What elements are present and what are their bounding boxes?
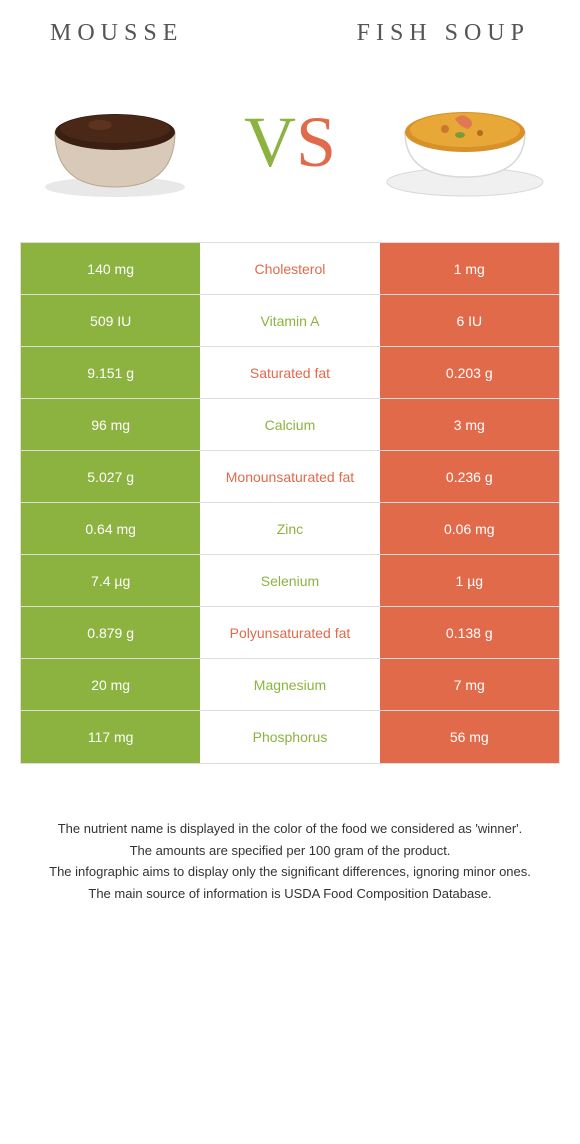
nutrient-name-cell: Zinc [200, 503, 379, 554]
right-value-cell: 0.06 mg [380, 503, 559, 554]
infographic-container: Mousse Fish soup VS [0, 0, 580, 925]
right-value-cell: 6 IU [380, 295, 559, 346]
nutrient-name-cell: Saturated fat [200, 347, 379, 398]
nutrient-name-cell: Vitamin A [200, 295, 379, 346]
table-row: 9.151 gSaturated fat0.203 g [21, 347, 559, 399]
footer-line: The infographic aims to display only the… [38, 862, 542, 882]
nutrient-name-cell: Magnesium [200, 659, 379, 710]
right-value-cell: 3 mg [380, 399, 559, 450]
nutrient-name-cell: Selenium [200, 555, 379, 606]
right-value-cell: 0.236 g [380, 451, 559, 502]
nutrient-name-cell: Monounsaturated fat [200, 451, 379, 502]
vs-s-letter: S [296, 101, 336, 184]
table-row: 509 IUVitamin A6 IU [21, 295, 559, 347]
left-value-cell: 5.027 g [21, 451, 200, 502]
mousse-image [30, 77, 200, 207]
table-row: 20 mgMagnesium7 mg [21, 659, 559, 711]
left-value-cell: 9.151 g [21, 347, 200, 398]
right-food-title: Fish soup [357, 20, 530, 47]
left-value-cell: 20 mg [21, 659, 200, 710]
table-row: 117 mgPhosphorus56 mg [21, 711, 559, 763]
footer-line: The nutrient name is displayed in the co… [38, 819, 542, 839]
nutrient-name-cell: Phosphorus [200, 711, 379, 763]
footer-line: The main source of information is USDA F… [38, 884, 542, 904]
vs-v-letter: V [244, 101, 296, 184]
table-row: 0.64 mgZinc0.06 mg [21, 503, 559, 555]
left-food-title: Mousse [50, 20, 183, 47]
right-value-cell: 1 mg [380, 243, 559, 294]
footer-line: The amounts are specified per 100 gram o… [38, 841, 542, 861]
footer-notes: The nutrient name is displayed in the co… [20, 819, 560, 903]
left-value-cell: 0.879 g [21, 607, 200, 658]
nutrient-name-cell: Calcium [200, 399, 379, 450]
right-value-cell: 0.203 g [380, 347, 559, 398]
table-row: 96 mgCalcium3 mg [21, 399, 559, 451]
right-value-cell: 1 µg [380, 555, 559, 606]
table-row: 5.027 gMonounsaturated fat0.236 g [21, 451, 559, 503]
left-value-cell: 509 IU [21, 295, 200, 346]
left-value-cell: 117 mg [21, 711, 200, 763]
nutrient-name-cell: Polyunsaturated fat [200, 607, 379, 658]
left-value-cell: 140 mg [21, 243, 200, 294]
vs-label: VS [244, 101, 336, 184]
left-value-cell: 0.64 mg [21, 503, 200, 554]
nutrient-name-cell: Cholesterol [200, 243, 379, 294]
nutrient-table: 140 mgCholesterol1 mg509 IUVitamin A6 IU… [20, 242, 560, 764]
titles-row: Mousse Fish soup [20, 20, 560, 47]
hero-row: VS [20, 77, 560, 207]
table-row: 140 mgCholesterol1 mg [21, 243, 559, 295]
fish-soup-image [380, 77, 550, 207]
table-row: 0.879 gPolyunsaturated fat0.138 g [21, 607, 559, 659]
left-value-cell: 96 mg [21, 399, 200, 450]
right-value-cell: 7 mg [380, 659, 559, 710]
right-value-cell: 0.138 g [380, 607, 559, 658]
right-value-cell: 56 mg [380, 711, 559, 763]
table-row: 7.4 µgSelenium1 µg [21, 555, 559, 607]
left-value-cell: 7.4 µg [21, 555, 200, 606]
